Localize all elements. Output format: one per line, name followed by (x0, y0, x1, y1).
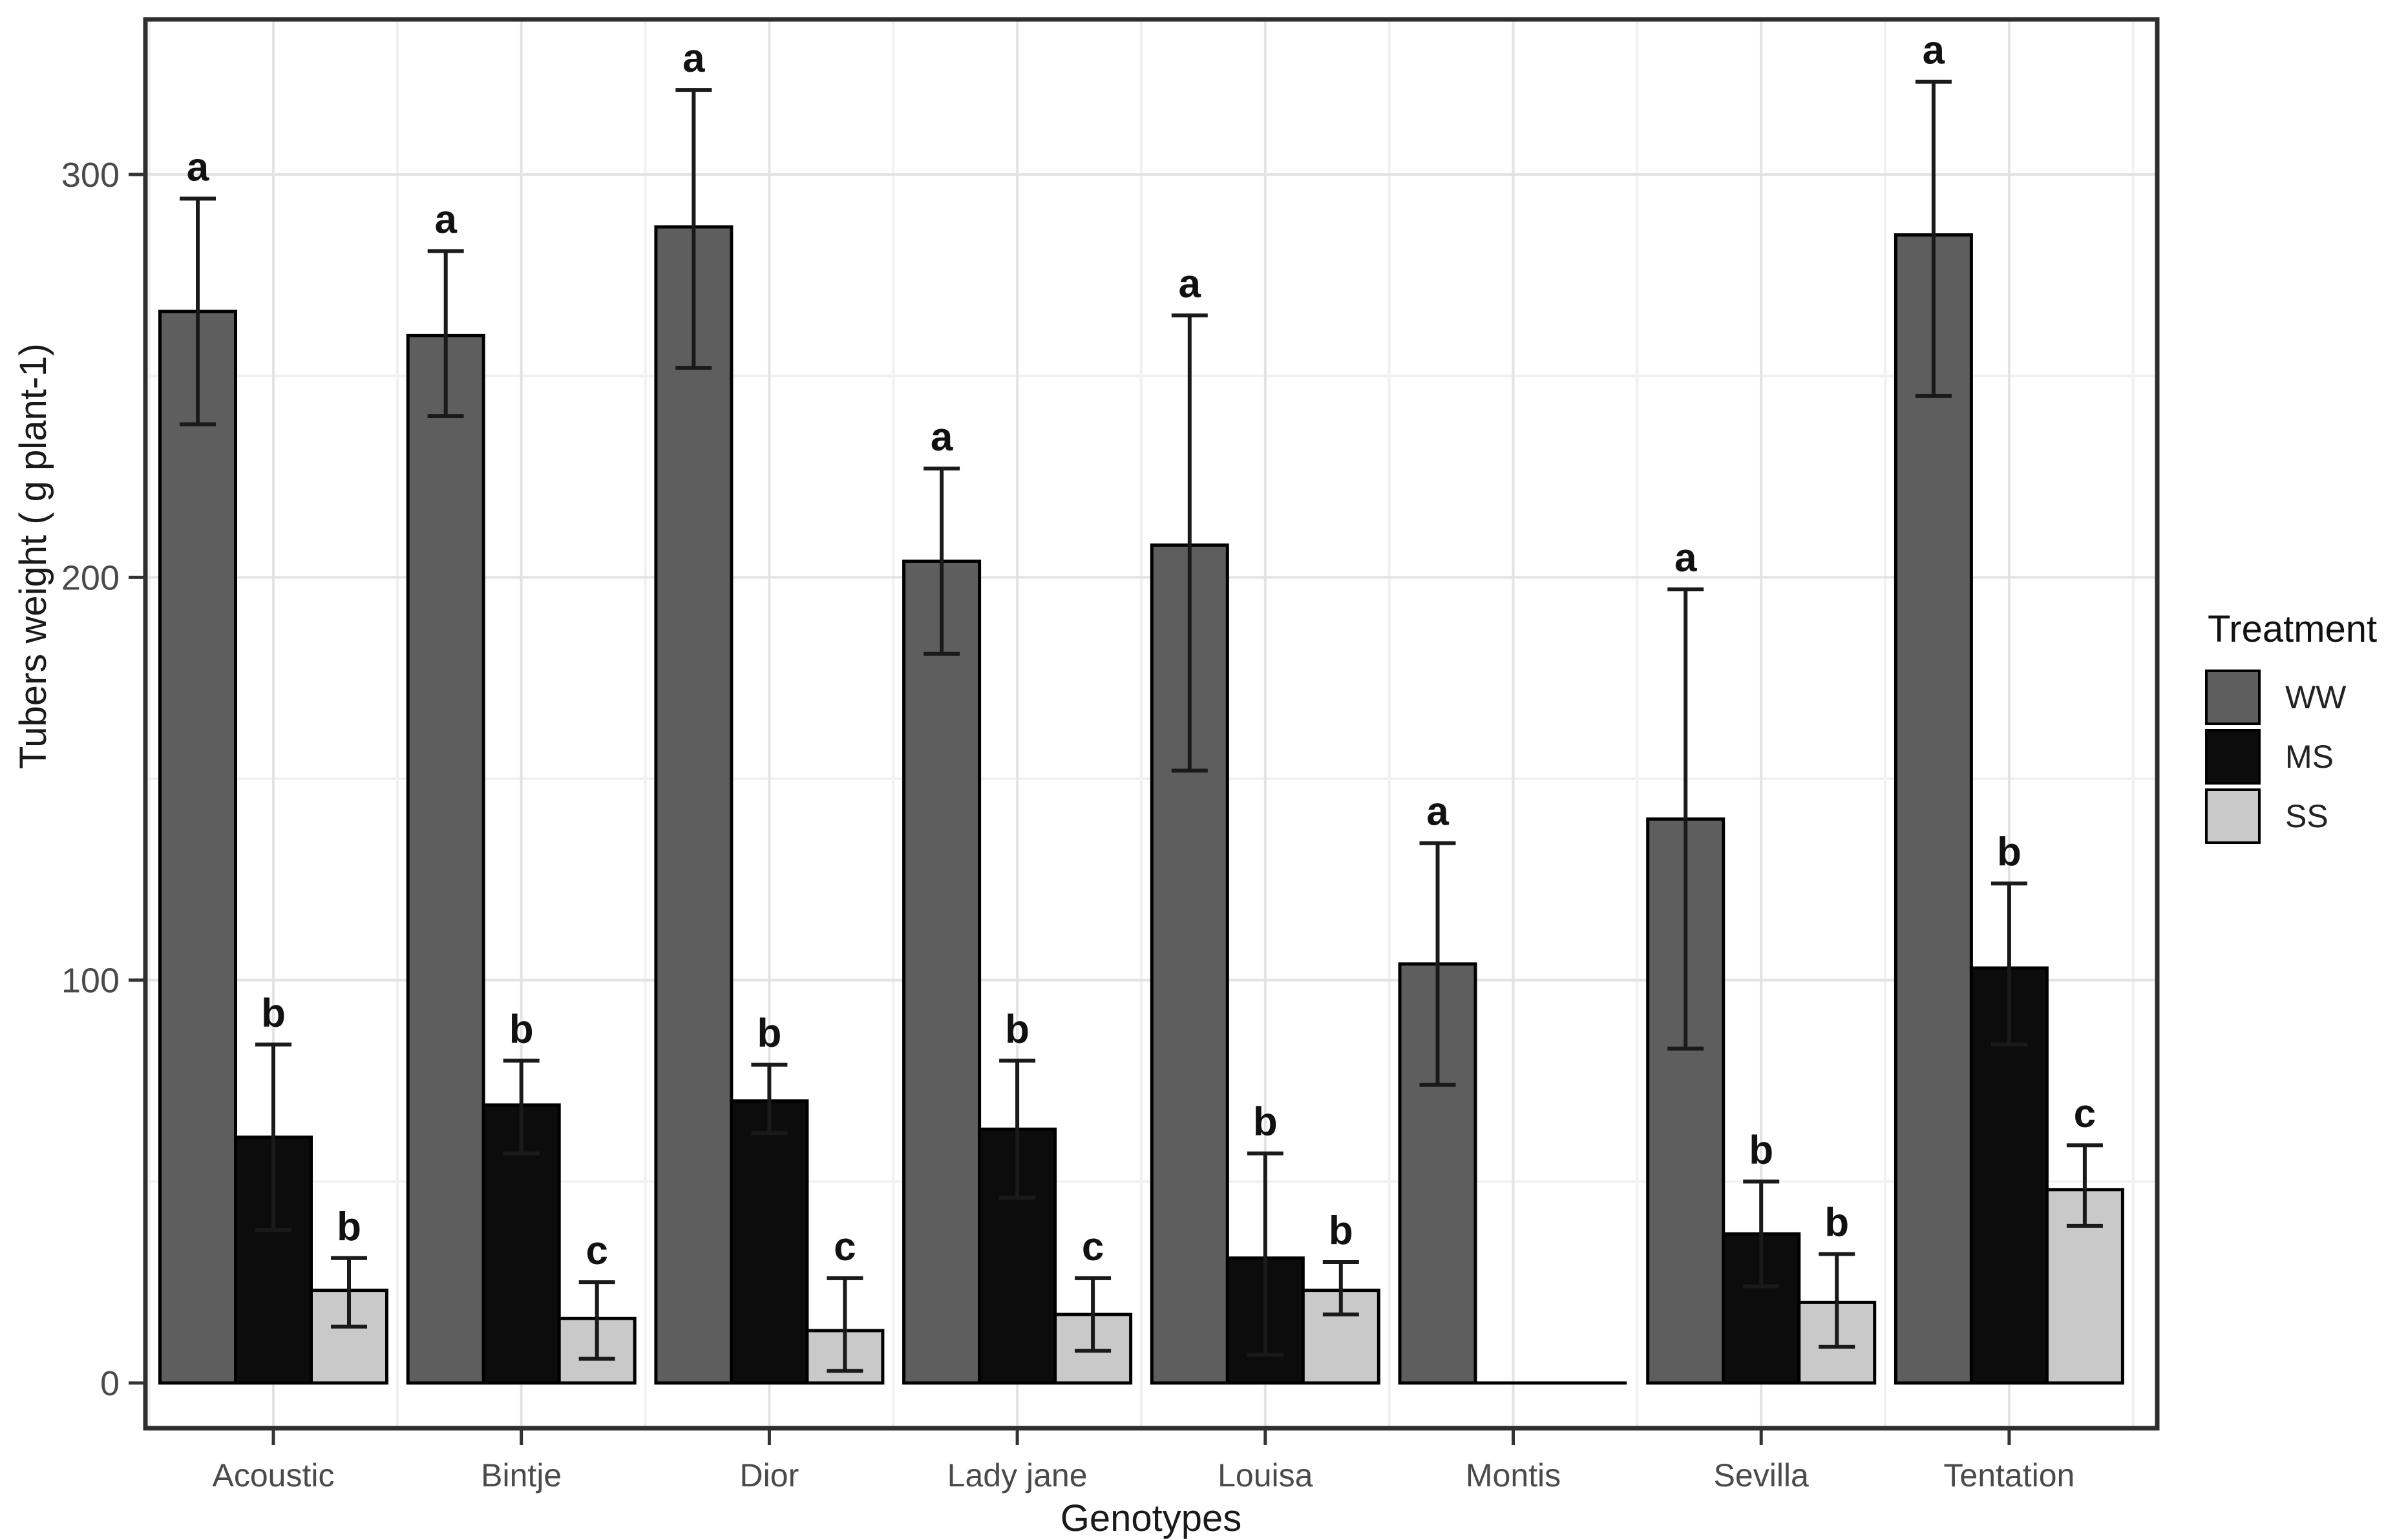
error-bar-Dior-SS (827, 1276, 863, 1373)
error-bar-Sevilla-MS (1743, 1179, 1780, 1289)
error-bar-Bintje-WW (427, 249, 464, 419)
sig-letter-Sevilla-MS: b (1749, 1128, 1773, 1172)
bar-Dior-MS (730, 1099, 809, 1385)
sig-letter-Acoustic-WW: a (187, 145, 209, 189)
error-bar-Sevilla-WW (1667, 587, 1704, 1051)
x-tick-label: Dior (740, 1457, 799, 1493)
error-bar-Dior-WW (675, 88, 712, 370)
sig-letter-Tentation-SS: c (2074, 1092, 2096, 1136)
sig-letter-Sevilla-SS: b (1824, 1201, 1849, 1245)
sig-letter-Lady jane-SS: c (1082, 1225, 1104, 1269)
legend-keys: WW MS SS (2205, 669, 2386, 845)
sig-letter-Bintje-WW: a (434, 197, 457, 242)
series-WW: a a a a a a a a (158, 28, 1973, 1385)
x-tick-label: Lady jane (947, 1457, 1088, 1493)
legend-item-WW: WW (2205, 669, 2386, 726)
x-tick-label: Montis (1466, 1457, 1561, 1493)
y-tick-label: 300 (61, 156, 120, 195)
error-bar-Montis-WW (1419, 841, 1456, 1087)
sig-letter-Tentation-MS: b (1997, 830, 2022, 874)
bar-Bintje-WW (406, 333, 485, 1385)
sig-letter-Louisa-SS: b (1329, 1208, 1353, 1253)
error-bar-Dior-MS (751, 1062, 788, 1135)
bar-Tentation-WW (1894, 233, 1973, 1385)
x-tick-label: Sevilla (1714, 1457, 1809, 1493)
sig-letter-Bintje-SS: c (586, 1229, 607, 1273)
x-tick-label: Acoustic (213, 1457, 335, 1493)
legend-label-WW: WW (2285, 679, 2347, 715)
y-tick-label: 200 (61, 558, 120, 597)
sig-letter-Dior-SS: c (834, 1225, 856, 1269)
error-bar-Louisa-SS (1322, 1260, 1359, 1317)
y-axis-title: Tubers weight ( g plant-1) (12, 343, 54, 769)
error-bar-Tentation-WW (1915, 79, 1952, 398)
x-axis-title: Genotypes (1060, 1497, 1242, 1539)
legend: Treatment WW MS SS (2205, 607, 2386, 845)
sig-letter-Lady jane-MS: b (1005, 1007, 1029, 1051)
legend-item-SS: SS (2205, 788, 2386, 845)
panel-border (143, 17, 2160, 1431)
error-bar-Sevilla-SS (1819, 1252, 1855, 1349)
error-bar-Louisa-MS (1247, 1151, 1283, 1357)
error-bar-Acoustic-SS (331, 1256, 367, 1329)
sig-letter-Acoustic-MS: b (261, 991, 286, 1035)
sig-letter-Louisa-MS: b (1253, 1100, 1278, 1144)
legend-label-SS: SS (2285, 798, 2328, 834)
legend-swatch-WW (2205, 670, 2261, 725)
error-bar-Tentation-MS (1990, 881, 2027, 1047)
sig-letter-Dior-MS: b (757, 1011, 781, 1056)
error-bar-Louisa-WW (1171, 313, 1208, 773)
series-MS: b b b b b b b (234, 830, 2049, 1385)
legend-title: Treatment (2208, 608, 2378, 650)
bar-Dior-WW (654, 225, 734, 1385)
sig-letter-Bintje-MS: b (509, 1007, 534, 1051)
legend-label-MS: MS (2285, 739, 2334, 775)
error-bar-Lady jane-SS (1075, 1276, 1112, 1353)
sig-letter-Louisa-WW: a (1179, 262, 1201, 306)
series-SS: b c c c b b c (310, 1092, 2124, 1385)
sig-letter-Acoustic-SS: b (337, 1205, 361, 1249)
legend-swatch-MS (2205, 729, 2261, 785)
error-bar-Acoustic-WW (180, 196, 216, 427)
y-tick-label: 0 (100, 1364, 120, 1403)
y-tick-label: 100 (61, 962, 120, 1000)
sig-letter-Lady jane-WW: a (931, 415, 953, 459)
sig-letter-Montis-WW: a (1426, 790, 1449, 834)
sig-letter-Sevilla-WW: a (1674, 536, 1697, 580)
error-bar-Lady jane-MS (999, 1059, 1036, 1200)
error-bar-Acoustic-MS (255, 1042, 291, 1232)
error-bar-Tentation-SS (2066, 1143, 2103, 1228)
legend-item-MS: MS (2205, 728, 2386, 785)
error-bar-Bintje-MS (503, 1059, 540, 1155)
sig-letter-Tentation-WW: a (1923, 28, 1945, 73)
legend-swatch-SS (2205, 788, 2261, 844)
error-bar-Bintje-SS (578, 1280, 615, 1361)
x-tick-label: Tentation (1943, 1457, 2075, 1493)
bar-Lady jane-WW (902, 559, 982, 1385)
x-tick-label: Bintje (481, 1457, 562, 1493)
bar-Acoustic-WW (158, 310, 237, 1385)
error-bar-Lady jane-WW (924, 467, 960, 656)
x-tick-label: Louisa (1218, 1457, 1313, 1493)
sig-letter-Dior-WW: a (682, 36, 705, 81)
